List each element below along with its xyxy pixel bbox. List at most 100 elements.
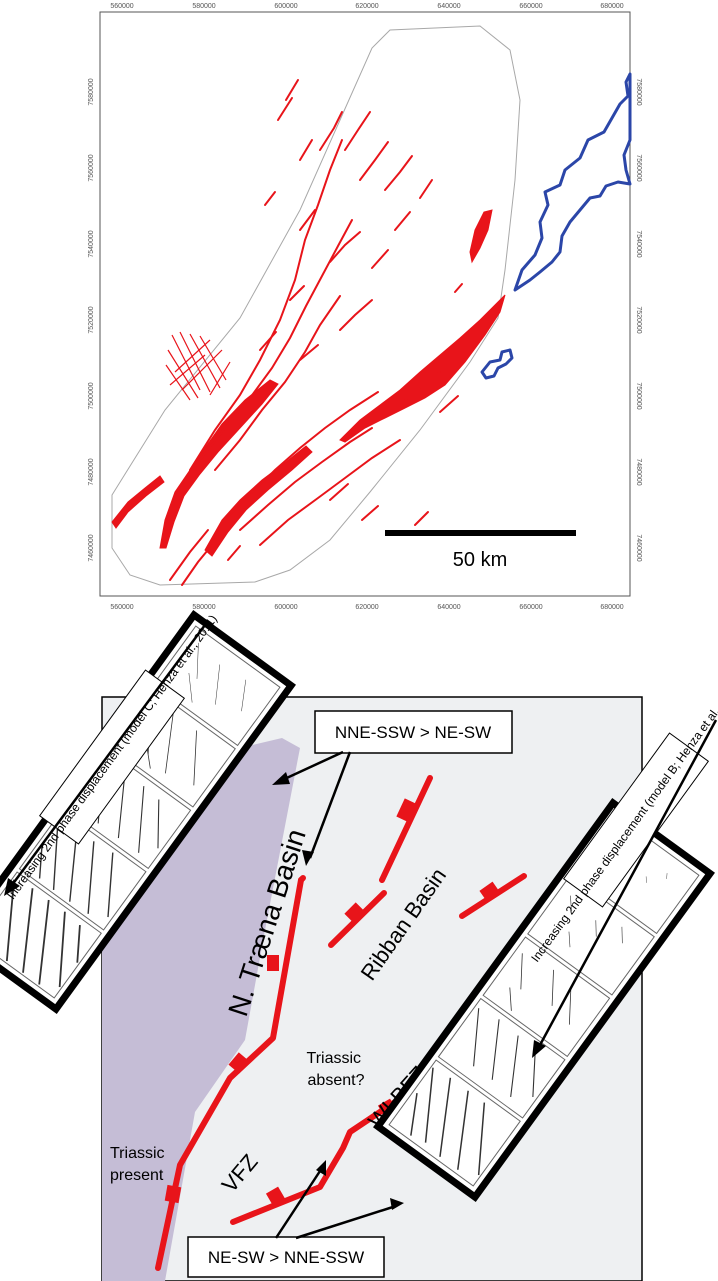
x-tick-label: 580000 <box>192 3 215 10</box>
fault-trace <box>319 111 343 151</box>
y-tick-label: 7540000 <box>88 230 95 257</box>
arrow-head <box>532 1040 546 1058</box>
arrow-line <box>277 750 344 784</box>
panel-frame-cell <box>0 871 102 999</box>
coastline <box>513 72 632 292</box>
fault-trace <box>285 79 299 101</box>
fault-tick <box>228 1052 250 1074</box>
panel-fracture-texture <box>410 844 668 1176</box>
fault-trace <box>277 97 293 121</box>
fault-line <box>298 875 306 883</box>
fault-trace <box>344 111 371 151</box>
fault-trace <box>204 445 313 557</box>
fault-trace <box>361 505 379 521</box>
x-tick-label: 660000 <box>519 3 542 10</box>
arrow-head <box>272 772 290 785</box>
top-map: 560000 580000 600000 620000 640000 66000… <box>88 3 642 611</box>
fault-trace <box>404 371 441 401</box>
coastline-island <box>480 348 514 380</box>
arrow-line <box>295 1204 397 1240</box>
right-model-panel <box>373 798 715 1202</box>
fault-tick <box>479 881 501 903</box>
y-tick-label: 7500000 <box>635 382 642 409</box>
fault-trace <box>359 141 389 181</box>
x-tick-labels-top: 560000 580000 600000 620000 640000 66000… <box>110 3 623 10</box>
bottom-diagram: N. Træna Basin Ribban Basin Triassic abs… <box>0 610 718 1281</box>
y-tick-label: 7460000 <box>88 534 95 561</box>
fault-cluster <box>165 331 231 401</box>
fault-trace <box>227 545 241 561</box>
panel-frame-cell <box>152 625 281 747</box>
right-axis-arrow <box>538 719 718 1046</box>
y-tick-label: 7560000 <box>88 154 95 181</box>
triassic-present-line-1: Triassic <box>110 1145 165 1162</box>
x-tick-label: 600000 <box>274 3 297 10</box>
fault-trace <box>289 285 305 301</box>
fault-tick <box>267 955 279 971</box>
fault-trace <box>414 511 429 526</box>
arrow-head <box>316 1160 326 1176</box>
fault-trace <box>214 295 341 471</box>
callout-top-text: NNE-SSW > NE-SW <box>335 723 491 742</box>
major-faults <box>111 209 506 557</box>
callout-arrows <box>274 750 397 1240</box>
y-tick-label: 7520000 <box>88 306 95 333</box>
panel-frame-cell <box>388 1059 521 1187</box>
fault-trace <box>189 139 343 471</box>
fault-trace <box>189 333 221 389</box>
fault-trace <box>299 344 319 361</box>
panel-frame-cell <box>527 874 655 996</box>
fault-trace <box>419 179 433 199</box>
fault-trace <box>179 331 211 393</box>
arrow-heads <box>272 772 404 1210</box>
fault-trace <box>371 249 389 269</box>
fault-trace <box>454 283 463 293</box>
fault-trace <box>165 364 191 401</box>
fault-trace <box>439 395 459 413</box>
fault-trace <box>339 299 373 331</box>
fault-trace <box>169 529 209 581</box>
left-model-panel <box>0 610 296 1014</box>
triassic-absent-line-1: Triassic <box>307 1050 362 1067</box>
scale-bar-label: 50 km <box>453 549 507 571</box>
panel-frame-cell <box>482 936 611 1058</box>
fault-line <box>379 775 433 883</box>
y-tick-label: 7520000 <box>635 306 642 333</box>
triassic-absent-label: Triassic absent? <box>307 1050 366 1089</box>
fracture <box>568 895 623 948</box>
y-tick-label: 7480000 <box>88 458 95 485</box>
fault-trace <box>264 191 276 206</box>
y-tick-labels-left: 7580000 7560000 7540000 7520000 7500000 … <box>88 78 95 561</box>
fault-trace <box>259 439 401 546</box>
arrow-line <box>308 751 352 859</box>
fracture <box>38 818 114 918</box>
y-tick-label: 7480000 <box>635 458 642 485</box>
fault-trace <box>181 544 213 586</box>
arrow-head <box>390 1198 404 1210</box>
x-tick-label: 620000 <box>355 604 378 611</box>
y-tick-label: 7460000 <box>635 534 642 561</box>
triassic-present-line-2: present <box>110 1167 164 1184</box>
scale-bar <box>385 530 576 536</box>
fracture <box>473 1008 537 1098</box>
callout-top-box <box>314 710 513 754</box>
panel-frames <box>0 625 281 999</box>
fault-trace <box>209 361 231 396</box>
fault-trace <box>469 209 493 264</box>
left-axis-arrow <box>10 624 207 886</box>
y-tick-label: 7560000 <box>635 154 642 181</box>
fault-trace <box>199 219 353 461</box>
arrow-line <box>538 719 718 1046</box>
x-tick-label: 600000 <box>274 604 297 611</box>
triassic-present-label: Triassic present <box>110 1145 169 1184</box>
triassic-absent-line-2: absent? <box>308 1072 365 1089</box>
y-tick-label: 7580000 <box>88 78 95 105</box>
fault-trace <box>329 483 349 501</box>
x-tick-label: 680000 <box>600 604 623 611</box>
fracture <box>0 879 81 988</box>
fault-tick <box>164 1184 182 1204</box>
panel-frame-cell <box>18 809 147 931</box>
x-tick-label: 580000 <box>192 604 215 611</box>
fault-trace <box>299 139 313 161</box>
